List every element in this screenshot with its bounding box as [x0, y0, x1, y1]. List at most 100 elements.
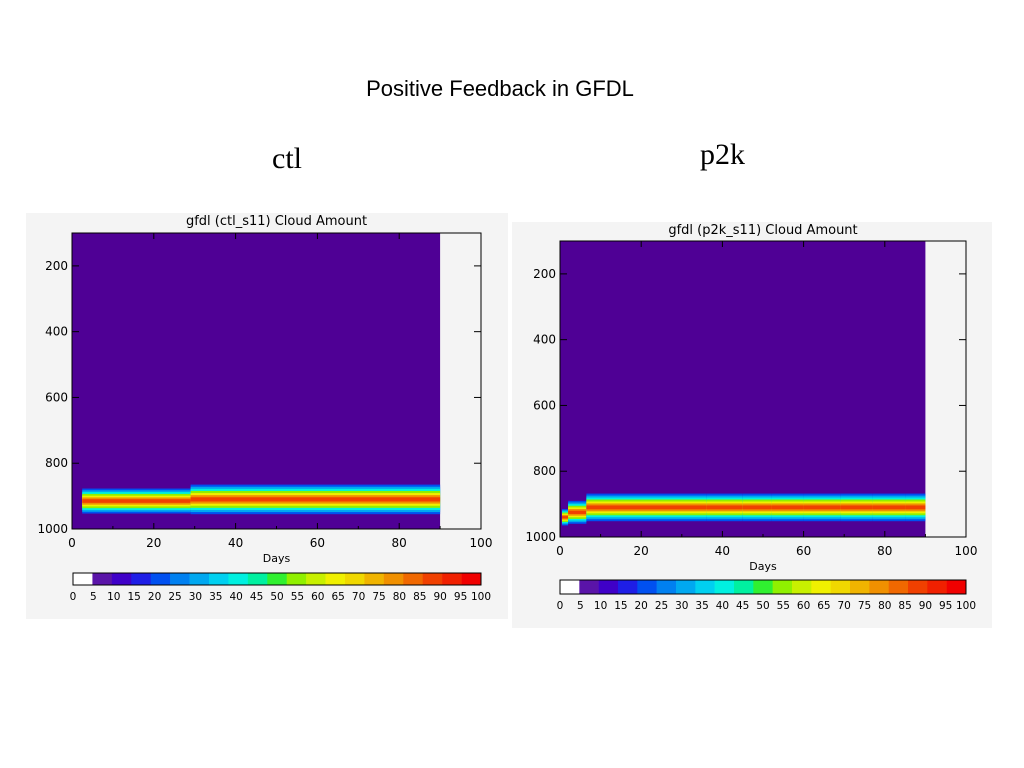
p2k-xlabel: Days [749, 560, 777, 573]
p2k-colorbar-swatch [888, 580, 909, 594]
ctl-colorbar-swatch [131, 573, 152, 585]
ctl-colorbar-tick-label: 85 [413, 591, 426, 603]
p2k-colorbar-swatch [695, 580, 715, 594]
ctl-field [72, 233, 441, 529]
ctl-colorbar-swatch [228, 573, 249, 585]
p2k-cloud-segment [840, 493, 873, 522]
p2k-cloud-band [771, 505, 804, 510]
p2k-cloud-segment [803, 493, 841, 522]
p2k-colorbar-tick-label: 40 [716, 600, 729, 612]
p2k-colorbar-swatch [946, 580, 967, 594]
ctl-colorbar-tick-label: 100 [471, 591, 491, 603]
p2k-cloud-segment [905, 493, 926, 522]
ctl-colorbar-tick-label: 60 [311, 591, 324, 603]
p2k-colorbar-swatch [579, 580, 599, 594]
p2k-y-tick-label: 600 [533, 398, 556, 412]
ctl-x-tick-label: 40 [228, 536, 243, 550]
ctl-y-tick-label: 400 [45, 325, 68, 339]
ctl-colorbar-tick-label: 35 [209, 591, 222, 603]
p2k-x-tick-label: 20 [634, 544, 649, 558]
p2k-colorbar-swatch [618, 580, 638, 594]
panel-label-ctl: ctl [272, 142, 302, 175]
ctl-cloud-segment [82, 488, 191, 514]
p2k-colorbar-swatch [637, 580, 657, 594]
p2k-y-tick-label: 800 [533, 464, 556, 478]
p2k-y-tick-label: 200 [533, 267, 556, 281]
ctl-colorbar-swatch [325, 573, 346, 585]
ctl-colorbar-swatch [92, 573, 113, 585]
p2k-colorbar-tick-label: 0 [557, 600, 564, 612]
p2k-colorbar-tick-label: 90 [919, 600, 932, 612]
p2k-title: gfdl (p2k_s11) Cloud Amount [668, 223, 857, 238]
p2k-colorbar-tick-label: 55 [777, 600, 790, 612]
p2k-colorbar-swatch [656, 580, 677, 594]
ctl-colorbar-tick-label: 25 [168, 591, 181, 603]
p2k-colorbar-swatch [714, 580, 735, 594]
ctl-colorbar-frame [72, 572, 482, 586]
p2k-cloud-segment [568, 500, 587, 524]
ctl-y-tick-label: 800 [45, 456, 68, 470]
p2k-colorbar-frame [559, 579, 967, 595]
p2k-cloud-band [562, 516, 569, 519]
p2k-x-tick-label: 40 [715, 544, 730, 558]
p2k-cloud-band [742, 505, 772, 510]
p2k-cloud-segment [586, 493, 707, 522]
p2k-y-tick-label: 1000 [525, 530, 556, 544]
p2k-colorbar-tick-label: 80 [878, 600, 891, 612]
p2k-colorbar-swatch [560, 580, 580, 594]
p2k-cloud-segment [872, 493, 906, 522]
ctl-y-tick-label: 600 [45, 390, 68, 404]
p2k-colorbar-tick-label: 20 [635, 600, 648, 612]
ctl-colorbar-swatch [422, 573, 443, 585]
ctl-colorbar-swatch [403, 573, 424, 585]
slide-title: Positive Feedback in GFDL [366, 76, 634, 101]
ctl-colorbar-tick-label: 70 [352, 591, 365, 603]
ctl-colorbar-tick-label: 15 [128, 591, 141, 603]
ctl-colorbar-swatch [189, 573, 210, 585]
p2k-cloud-band [840, 505, 873, 510]
p2k-colorbar-tick-label: 85 [898, 600, 911, 612]
figure-p2k: gfdl (p2k_s11) Cloud Amount 0 20 40 60 80 100 D… [512, 222, 992, 628]
ctl-x-tick-label: 80 [392, 536, 407, 550]
p2k-x-tick-label: 0 [556, 544, 564, 558]
ctl-colorbar-tick-label: 90 [434, 591, 447, 603]
ctl-colorbar-swatch [345, 573, 365, 585]
ctl-colorbar-swatch [267, 573, 288, 585]
p2k-x-tick-label: 80 [877, 544, 892, 558]
p2k-x-tick-label: 60 [796, 544, 811, 558]
ctl-x-tick-label: 60 [310, 536, 325, 550]
ctl-y-tick-label: 200 [45, 259, 68, 273]
p2k-colorbar-tick-label: 5 [577, 600, 584, 612]
p2k-colorbar-tick-label: 35 [695, 600, 708, 612]
ctl-colorbar-swatch [170, 573, 190, 585]
ctl-colorbar-tick-label: 20 [148, 591, 161, 603]
ctl-colorbar-swatch [306, 573, 326, 585]
ctl-cloud-band [190, 497, 441, 502]
ctl-colorbar-swatch [73, 573, 93, 585]
p2k-cloud-band [706, 505, 743, 510]
ctl-colorbar-tick-label: 0 [70, 591, 77, 603]
ctl-colorbar-tick-label: 65 [332, 591, 345, 603]
p2k-colorbar-swatch [753, 580, 773, 594]
ctl-xlabel: Days [263, 552, 291, 565]
p2k-cloud-band [568, 510, 587, 514]
p2k-colorbar-tick-label: 75 [858, 600, 871, 612]
p2k-colorbar-swatch [830, 580, 851, 594]
ctl-colorbar-tick-label: 75 [372, 591, 385, 603]
p2k-cloud-segment [742, 493, 772, 522]
p2k-colorbar-swatch [772, 580, 793, 594]
p2k-colorbar-swatch [927, 580, 947, 594]
p2k-cloud-segment [562, 509, 569, 526]
p2k-cloud-band [803, 505, 841, 510]
p2k-colorbar-tick-label: 15 [614, 600, 627, 612]
ctl-colorbar-swatch [383, 573, 404, 585]
ctl-colorbar-tick-label: 80 [393, 591, 406, 603]
p2k-colorbar-swatch [908, 580, 928, 594]
ctl-colorbar-swatch [286, 573, 307, 585]
p2k-colorbar-tick-label: 25 [655, 600, 668, 612]
ctl-colorbar-tick-label: 45 [250, 591, 263, 603]
ctl-title: gfdl (ctl_s11) Cloud Amount [186, 214, 367, 229]
ctl-x-tick-label: 20 [146, 536, 161, 550]
p2k-colorbar-tick-label: 50 [756, 600, 769, 612]
